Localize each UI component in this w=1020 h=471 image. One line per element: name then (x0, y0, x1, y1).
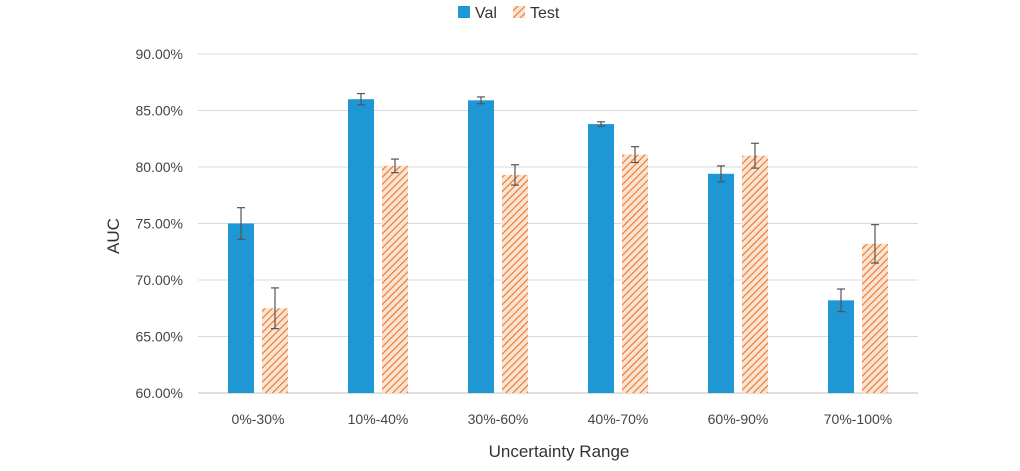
bar-val (588, 124, 614, 393)
bar-test (502, 174, 528, 393)
error-bar (751, 142, 759, 169)
bar-val (228, 223, 254, 393)
error-bar (717, 165, 725, 183)
x-tick-label: 70%-100% (824, 411, 893, 427)
error-bar (631, 146, 639, 164)
bar-test (742, 155, 768, 393)
legend-item-val: Val (458, 5, 497, 22)
bar-val (468, 100, 494, 393)
bar-val (348, 99, 374, 393)
x-tick-label: 10%-40% (348, 411, 409, 427)
y-tick-label: 70.00% (136, 272, 183, 288)
y-tick-label: 80.00% (136, 159, 183, 175)
x-axis-title: Uncertainty Range (489, 442, 630, 461)
error-bar (837, 288, 845, 313)
error-bar (357, 92, 365, 106)
y-axis-title: AUC (104, 218, 123, 254)
y-tick-label: 85.00% (136, 103, 183, 119)
error-bar (271, 287, 279, 330)
error-bar (391, 158, 399, 174)
x-tick-label: 0%-30% (232, 411, 285, 427)
y-tick-label: 90.00% (136, 46, 183, 62)
bar-val (708, 173, 734, 393)
y-tick-label: 65.00% (136, 329, 183, 345)
category-group (828, 224, 888, 393)
error-bar (597, 121, 605, 127)
category-group (348, 92, 408, 393)
error-bar (871, 224, 879, 264)
category-group (708, 142, 768, 393)
category-group (468, 96, 528, 393)
bar-test (862, 243, 888, 393)
bars (228, 92, 888, 393)
y-tick-label: 75.00% (136, 216, 183, 232)
x-tick-label: 60%-90% (708, 411, 769, 427)
legend: Val Test (458, 5, 560, 22)
bar-test (382, 165, 408, 393)
legend-swatch (513, 6, 525, 18)
x-axis-ticks: 0%-30% 10%-40% 30%-60% 40%-70% 60%-90% 70%-10… (232, 411, 893, 427)
x-tick-label: 30%-60% (468, 411, 529, 427)
error-bar (511, 164, 519, 186)
legend-label: Test (530, 5, 560, 22)
error-bar (237, 207, 245, 240)
legend-item-test: Test (513, 5, 560, 22)
category-group (588, 121, 648, 393)
bar-val (828, 300, 854, 393)
y-axis-ticks: 60.00% 65.00% 70.00% 75.00% 80.00% 85.00% 90.0… (136, 46, 183, 401)
legend-label: Val (475, 5, 497, 22)
legend-swatch (458, 6, 470, 18)
gridlines (198, 53, 918, 394)
category-group (228, 207, 288, 393)
error-bar (477, 96, 485, 105)
y-tick-label: 60.00% (136, 385, 183, 401)
bar-test (622, 154, 648, 393)
x-tick-label: 40%-70% (588, 411, 649, 427)
